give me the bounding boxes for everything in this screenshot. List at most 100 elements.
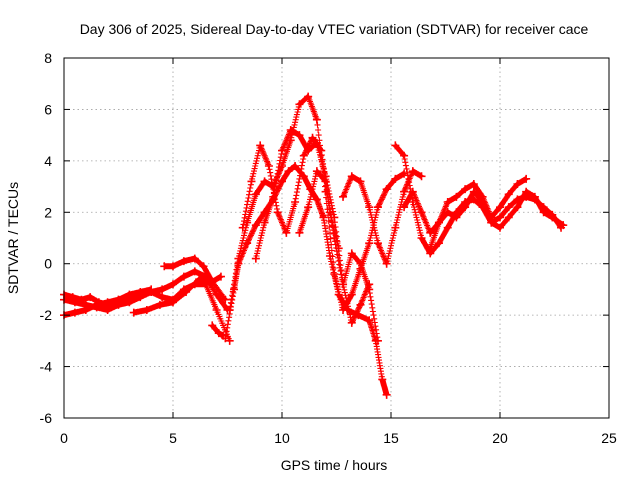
data-point bbox=[530, 192, 539, 201]
data-point bbox=[443, 208, 452, 217]
y-tick-label: 2 bbox=[44, 204, 52, 220]
data-point bbox=[264, 162, 273, 170]
data-point bbox=[256, 141, 265, 150]
x-tick-label: 0 bbox=[60, 430, 68, 446]
data-point bbox=[391, 141, 400, 150]
x-tick-label: 10 bbox=[274, 430, 290, 446]
data-point bbox=[208, 321, 217, 330]
data-point bbox=[408, 167, 417, 176]
data-point bbox=[400, 151, 409, 160]
data-point bbox=[496, 203, 504, 212]
data-point bbox=[426, 228, 435, 237]
series-sat-c bbox=[60, 285, 156, 309]
y-tick-label: -6 bbox=[40, 410, 53, 426]
y-tick-label: 4 bbox=[44, 153, 52, 169]
data-point bbox=[478, 198, 487, 206]
data-point bbox=[103, 300, 112, 309]
data-point bbox=[221, 334, 230, 343]
data-point bbox=[312, 115, 321, 124]
data-point bbox=[247, 177, 256, 186]
data-point bbox=[504, 213, 513, 222]
axis-ticks bbox=[63, 57, 610, 419]
data-point bbox=[408, 187, 417, 196]
data-point bbox=[304, 92, 313, 101]
data-point bbox=[339, 306, 348, 314]
data-point bbox=[160, 262, 169, 271]
data-point bbox=[273, 208, 282, 217]
data-point bbox=[295, 100, 304, 109]
x-axis-label: GPS time / hours bbox=[281, 457, 388, 473]
chart-title: Day 306 of 2025, Sidereal Day-to-day VTE… bbox=[80, 21, 589, 37]
data-point bbox=[299, 172, 308, 181]
y-tick-label: 6 bbox=[44, 101, 52, 117]
data-point bbox=[400, 187, 409, 196]
y-axis-label: SDTVAR / TECUs bbox=[5, 182, 21, 294]
data-point bbox=[81, 306, 90, 314]
data-series bbox=[60, 92, 568, 399]
data-point bbox=[347, 249, 356, 258]
data-point bbox=[443, 198, 452, 206]
data-point bbox=[339, 192, 348, 201]
data-point bbox=[319, 213, 328, 222]
data-point bbox=[158, 285, 167, 294]
data-point bbox=[347, 318, 356, 327]
data-point bbox=[378, 375, 387, 384]
data-point bbox=[86, 293, 95, 302]
data-point bbox=[330, 270, 339, 278]
series-sat-d bbox=[129, 275, 230, 317]
data-point bbox=[158, 293, 167, 302]
data-point bbox=[548, 213, 557, 222]
data-point bbox=[94, 298, 103, 307]
data-point bbox=[417, 208, 426, 217]
data-point bbox=[513, 180, 522, 188]
data-point bbox=[214, 329, 223, 338]
data-point bbox=[391, 174, 400, 183]
data-point bbox=[461, 185, 470, 194]
data-point bbox=[179, 272, 188, 281]
data-point bbox=[382, 185, 391, 194]
data-point bbox=[417, 234, 426, 242]
data-point bbox=[347, 172, 356, 181]
series-sat-k bbox=[295, 167, 382, 345]
data-point bbox=[225, 306, 234, 314]
series-sat-l bbox=[339, 167, 426, 268]
x-tick-label: 15 bbox=[383, 430, 399, 446]
data-point bbox=[339, 280, 348, 289]
data-point bbox=[136, 288, 145, 296]
data-point bbox=[278, 146, 286, 155]
data-point bbox=[347, 290, 356, 299]
data-point bbox=[114, 295, 123, 304]
data-point bbox=[522, 174, 531, 183]
series-sat-o bbox=[426, 187, 568, 253]
data-point bbox=[234, 254, 243, 263]
data-point bbox=[373, 239, 382, 248]
data-point bbox=[221, 295, 230, 304]
data-point bbox=[487, 218, 496, 227]
data-point bbox=[129, 308, 138, 317]
data-point bbox=[504, 203, 513, 212]
data-point bbox=[434, 218, 443, 227]
data-point bbox=[539, 208, 548, 217]
data-point bbox=[225, 336, 234, 345]
data-point bbox=[312, 195, 321, 204]
data-point bbox=[452, 192, 461, 201]
data-point bbox=[391, 223, 400, 232]
data-point bbox=[382, 390, 391, 399]
data-point bbox=[125, 290, 134, 299]
data-point bbox=[434, 239, 443, 248]
data-point bbox=[260, 177, 269, 186]
data-point bbox=[452, 213, 461, 222]
data-point bbox=[304, 203, 313, 212]
y-tick-label: -2 bbox=[40, 307, 53, 323]
data-point bbox=[190, 267, 199, 276]
data-point bbox=[251, 221, 260, 230]
data-point bbox=[382, 259, 391, 268]
x-tick-label: 5 bbox=[169, 430, 177, 446]
data-point bbox=[286, 126, 295, 134]
data-point bbox=[179, 257, 188, 266]
x-tick-label: 25 bbox=[601, 430, 617, 446]
data-point bbox=[190, 254, 199, 263]
data-point bbox=[365, 239, 374, 248]
data-point bbox=[356, 259, 365, 268]
